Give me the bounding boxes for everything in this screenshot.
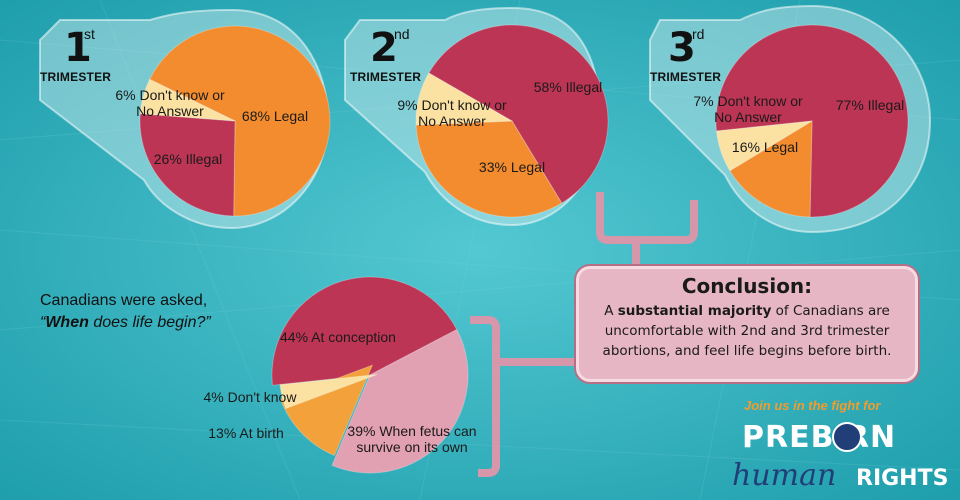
trimester-1-suffix: st bbox=[84, 26, 95, 42]
pie-2-slice-3 bbox=[415, 72, 514, 126]
pie-3-label-3: 7% Don't know or No Answer bbox=[693, 93, 803, 125]
pie-4-label-1: 44% At conception bbox=[280, 329, 396, 345]
pie-1-label-3: 6% Don't know or No Answer bbox=[115, 87, 225, 119]
trimester-2-number: 2 bbox=[370, 25, 398, 71]
pie-2-label-2: 33% Legal bbox=[479, 159, 545, 175]
conclusion-pre: A bbox=[604, 303, 618, 319]
pie-1-slice-2 bbox=[139, 113, 236, 217]
conclusion-title: Conclusion: bbox=[681, 274, 813, 298]
pie-1-label-1: 68% Legal bbox=[242, 108, 308, 124]
pie-2-label-1: 58% Illegal bbox=[534, 79, 603, 95]
trimester-3-number: 3 bbox=[668, 25, 696, 71]
pie-3-slice-1 bbox=[715, 24, 909, 218]
pie-4-label-2: 39% When fetus can survive on its own bbox=[347, 423, 476, 455]
join-tagline: Join us in the fight for bbox=[744, 398, 881, 413]
pie-4-label-4: 4% Don't know bbox=[204, 389, 298, 405]
question-rest: does life begin?” bbox=[88, 314, 211, 331]
question-text: “When does life begin?” bbox=[40, 312, 290, 334]
trimester-2-suffix: nd bbox=[394, 26, 410, 42]
logo-preborn: PREB RN bbox=[742, 420, 897, 455]
logo-rights: RIGHTS bbox=[856, 466, 949, 491]
survey-question: Canadians were asked, “When does life be… bbox=[40, 290, 290, 334]
pie-2-slice-2 bbox=[415, 120, 563, 218]
pie-4-slice-3 bbox=[279, 364, 374, 457]
question-quote: “ bbox=[40, 314, 46, 331]
conclusion-box: Conclusion: A substantial majority of Ca… bbox=[576, 266, 918, 382]
conclusion-text: A substantial majority of Canadians are … bbox=[589, 301, 905, 361]
logo-human: human bbox=[732, 458, 837, 493]
pie-1-label-2: 26% Illegal bbox=[154, 151, 223, 167]
pie-4-slice-1 bbox=[271, 276, 458, 386]
pie-3-label-2: 16% Legal bbox=[732, 139, 798, 155]
pie-3-slice-3 bbox=[715, 120, 813, 172]
trimester-1-number: 1 bbox=[64, 25, 92, 71]
globe-icon bbox=[832, 422, 862, 452]
trimester-3-label: TRIMESTER bbox=[650, 70, 722, 84]
trimester-1-label: TRIMESTER bbox=[40, 70, 112, 84]
pie-4-slice-4 bbox=[279, 373, 378, 410]
pie-1-slice-1 bbox=[148, 25, 331, 217]
question-intro: Canadians were asked, bbox=[40, 292, 208, 309]
pie-4-label-3: 13% At birth bbox=[208, 425, 284, 441]
trimester-2-label: TRIMESTER bbox=[350, 70, 422, 84]
pie-2-slice-1 bbox=[428, 24, 609, 204]
trimester-3-suffix: rd bbox=[692, 26, 705, 42]
conclusion-post: of Canadians are uncomfortable with 2nd … bbox=[602, 303, 892, 359]
pie-2-label-3: 9% Don't know or No Answer bbox=[397, 97, 507, 129]
pie-4-slice-2 bbox=[331, 328, 469, 474]
pie-3-slice-2 bbox=[729, 120, 813, 218]
pie-1-slice-3 bbox=[139, 78, 236, 122]
pie-3-label-1: 77% Illegal bbox=[836, 97, 905, 113]
conclusion-bold: substantial majority bbox=[617, 303, 772, 319]
question-bold: When bbox=[45, 314, 89, 331]
